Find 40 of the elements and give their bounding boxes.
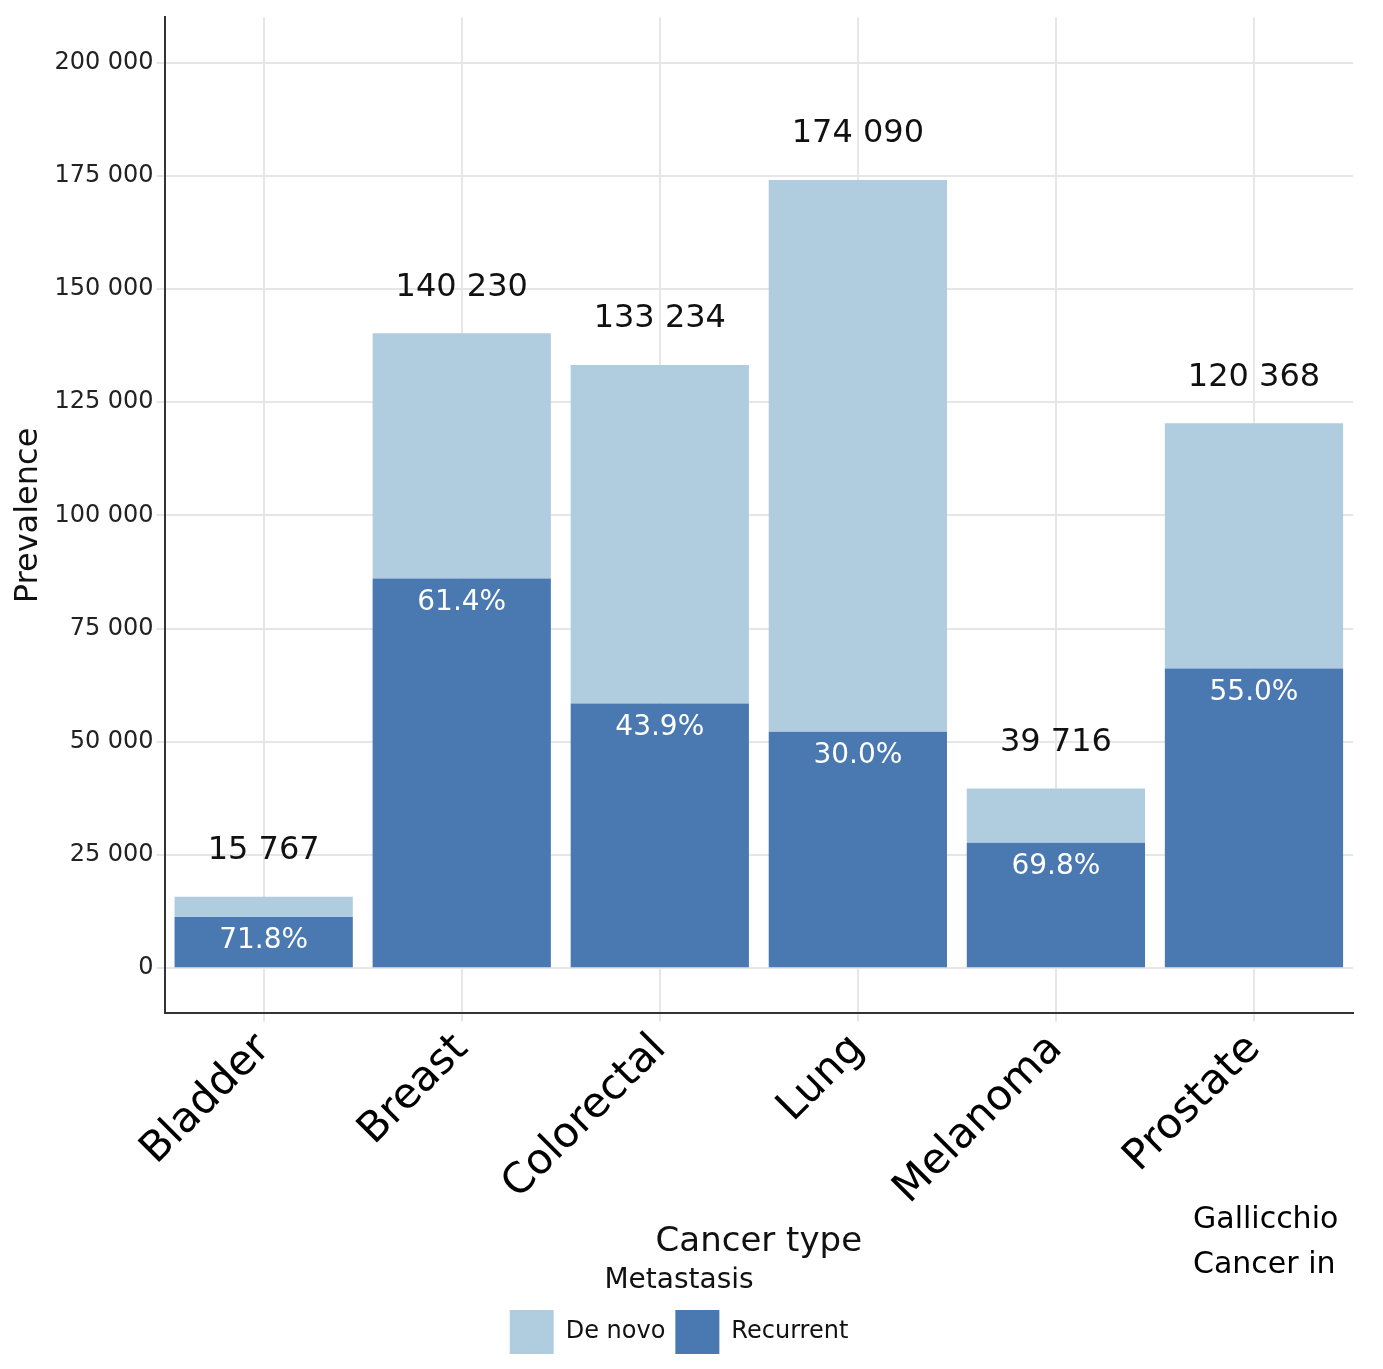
y-tick-label: 25 000 xyxy=(69,839,154,868)
y-tick-label: 75 000 xyxy=(69,612,154,641)
legend-label: Recurrent xyxy=(731,1316,849,1345)
bar xyxy=(966,842,1146,968)
annotation: 30.0% xyxy=(813,737,903,771)
y-tick-label: 200 000 xyxy=(54,46,154,75)
legend-title: Metastasis xyxy=(604,1261,754,1295)
y-tick-label: 50 000 xyxy=(69,726,154,755)
annotation: 43.9% xyxy=(615,708,705,742)
total-label: 174 090 xyxy=(791,112,925,151)
total-label: 15 767 xyxy=(207,829,320,868)
bar xyxy=(768,179,947,732)
bar xyxy=(372,578,551,968)
bar xyxy=(966,788,1146,843)
total-label: 120 368 xyxy=(1187,355,1321,394)
bar xyxy=(1164,423,1344,669)
y-tick-label: 125 000 xyxy=(54,386,154,415)
bar xyxy=(570,364,749,704)
bar xyxy=(174,896,353,917)
text: Gallicchio xyxy=(1193,1199,1339,1235)
legend-label: De novo xyxy=(565,1316,666,1345)
bar xyxy=(570,703,749,968)
annotation: 61.4% xyxy=(417,583,507,617)
y-tick-label: 150 000 xyxy=(54,273,154,302)
y-tick-label: 100 000 xyxy=(54,499,154,528)
x-axis-title: Cancer type xyxy=(655,1218,863,1259)
bar xyxy=(372,333,551,579)
total-label: 133 234 xyxy=(593,297,726,336)
y-tick-label: 0 xyxy=(138,952,154,981)
total-label: 140 230 xyxy=(395,265,528,304)
text: Cancer in xyxy=(1193,1244,1336,1280)
bar xyxy=(174,916,353,968)
annotation: 71.8% xyxy=(219,922,309,956)
bar xyxy=(1164,668,1344,968)
annotation: 69.8% xyxy=(1011,847,1101,881)
bar xyxy=(768,731,947,968)
y-axis-title: Prevalence xyxy=(6,427,45,604)
y-tick-label: 175 000 xyxy=(54,160,154,189)
total-label: 39 716 xyxy=(999,720,1112,759)
annotation: 55.0% xyxy=(1209,673,1299,707)
